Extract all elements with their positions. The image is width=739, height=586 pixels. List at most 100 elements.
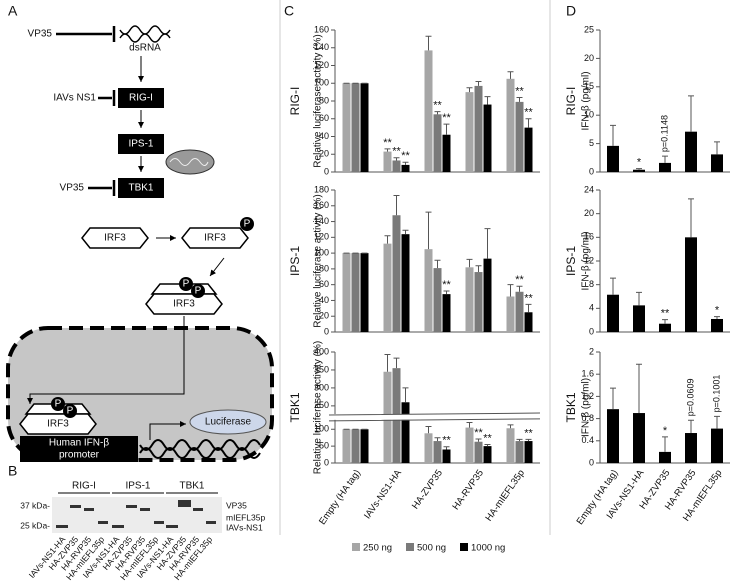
y-tick-label: 400 (314, 346, 329, 356)
legend-swatch (406, 543, 414, 551)
row-title: RIG-I (564, 87, 578, 116)
error-bar (402, 161, 409, 165)
error-bar (425, 35, 432, 51)
bar (401, 234, 410, 332)
promoter-label: Human IFN-β (49, 438, 109, 449)
bar (685, 131, 697, 172)
error-bar (662, 155, 668, 163)
significance: ** (524, 427, 533, 439)
band-label: mIEFL35p (226, 512, 265, 522)
axis-break-mark (328, 412, 541, 422)
bar (474, 85, 483, 172)
axis-break (329, 414, 540, 420)
bar (433, 268, 442, 332)
y-tick-label: 60 (319, 113, 329, 123)
marker-label: 37 kDa- (20, 500, 50, 510)
bar (442, 134, 451, 172)
y-tick-label: 10 (584, 110, 594, 120)
x-tick-label: HA-ZVP35 (410, 468, 445, 512)
significance: ** (524, 107, 533, 119)
bar (442, 449, 451, 463)
bar (342, 83, 351, 172)
bar (483, 258, 492, 332)
dsrna-helix (119, 25, 171, 43)
y-tick-label: 160 (314, 200, 329, 210)
y-tick-label: 80 (319, 95, 329, 105)
panel-b: B (8, 463, 222, 533)
error-bar (393, 195, 400, 216)
significance: * (637, 156, 642, 168)
error-bar (384, 148, 391, 152)
y-tick-label: 16 (584, 232, 594, 242)
legend-label: 500 ng (417, 543, 446, 554)
y-tick-label: 0 (589, 326, 594, 336)
phosphate (51, 397, 65, 411)
irf3 (145, 293, 223, 315)
y-tick-label: 120 (314, 232, 329, 242)
significance: ** (392, 146, 401, 158)
phosphate-label: P (67, 406, 74, 417)
bar (685, 433, 697, 463)
bar (711, 154, 723, 172)
bar (392, 160, 401, 172)
error-bar (525, 118, 532, 128)
bar (607, 145, 619, 172)
node (118, 134, 164, 154)
error-bar (443, 123, 450, 135)
y-tick-label: 0.8 (581, 413, 594, 423)
band-label: IAVs-NS1 (226, 522, 263, 532)
y-tick-label: 100 (314, 424, 329, 434)
bar (401, 164, 410, 172)
bar (524, 127, 533, 172)
bar (424, 249, 433, 332)
error-bar (662, 319, 668, 324)
bar (474, 272, 483, 332)
y-tick-label: 300 (314, 382, 329, 392)
y-tick-label: 0 (324, 457, 329, 467)
row-title: IPS-1 (288, 246, 302, 276)
error-bar (425, 211, 432, 250)
bar (633, 413, 645, 463)
blot-group: TBK1 (179, 481, 204, 492)
marker-label: 25 kDa- (20, 520, 50, 530)
row-title: RIG-I (288, 87, 302, 116)
error-bar (484, 228, 491, 259)
y-tick-label: 100 (314, 247, 329, 257)
error-bar (662, 436, 668, 452)
dna (139, 439, 261, 459)
y-tick-label: 20 (319, 149, 329, 159)
bar (383, 151, 392, 172)
promoter (20, 436, 138, 462)
y-tick-label: 180 (314, 184, 329, 194)
irf3 (81, 227, 149, 249)
legend-label: 1000 ng (471, 543, 505, 554)
arrow (149, 421, 186, 440)
arrow (209, 257, 225, 277)
panel-label: C (284, 3, 294, 19)
dsrna-label: dsRNA (129, 43, 161, 54)
phosphate (240, 217, 254, 231)
bar (607, 294, 619, 332)
phosphate-label: P (244, 219, 251, 230)
bar (433, 114, 442, 172)
irf3-label: IRF3 (173, 299, 195, 310)
inhibition (56, 26, 116, 42)
mitochondrion-cristae (169, 158, 209, 166)
error-bar (393, 157, 400, 161)
significance: ** (524, 292, 533, 304)
bar (659, 162, 671, 172)
y-axis-label: IFN-β (pg/ml) (581, 378, 592, 437)
row-title: IPS-1 (564, 246, 578, 276)
y-tick-label: 1.6 (581, 369, 594, 379)
bar (351, 429, 360, 463)
panel-label: B (8, 463, 17, 479)
y-tick-label: 0 (324, 326, 329, 336)
error-bar (434, 437, 441, 442)
node-label: RIG-I (129, 93, 153, 104)
error-bar (443, 446, 450, 450)
phosphate-label: P (55, 399, 62, 410)
error-bar (714, 415, 720, 429)
bar (474, 441, 483, 463)
bar (342, 429, 351, 463)
